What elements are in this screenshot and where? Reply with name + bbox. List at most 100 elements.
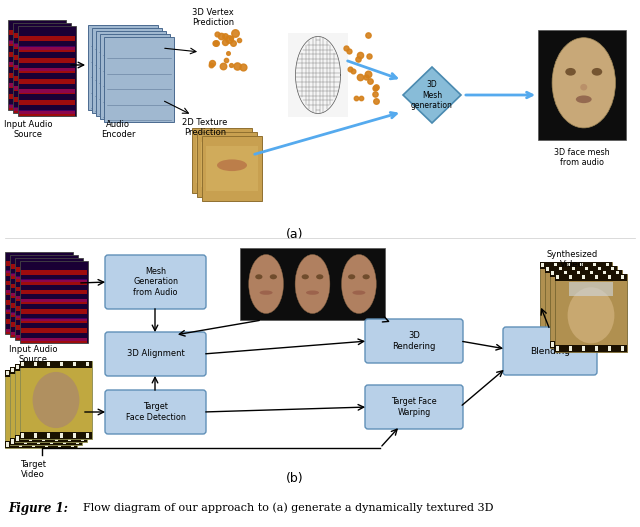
Bar — [42, 365, 45, 369]
Bar — [60, 362, 63, 366]
Bar — [546, 267, 549, 271]
Bar — [47, 362, 50, 366]
Bar — [16, 287, 82, 291]
Bar — [288, 33, 348, 117]
FancyBboxPatch shape — [503, 327, 597, 375]
Text: Blending: Blending — [530, 346, 570, 356]
Bar — [45, 442, 48, 447]
Bar — [16, 276, 82, 279]
Bar — [6, 281, 72, 285]
Ellipse shape — [348, 274, 355, 279]
Bar — [9, 62, 65, 67]
Bar — [20, 361, 92, 439]
Bar — [559, 267, 562, 271]
Ellipse shape — [255, 274, 262, 279]
FancyBboxPatch shape — [105, 332, 206, 376]
Ellipse shape — [301, 274, 309, 279]
Bar — [11, 284, 77, 288]
Bar — [202, 136, 262, 201]
Bar — [21, 338, 87, 343]
Ellipse shape — [306, 290, 319, 295]
Bar — [21, 338, 87, 341]
Bar — [11, 323, 77, 327]
Bar — [6, 290, 72, 295]
Bar — [5, 370, 77, 448]
Bar — [9, 73, 65, 78]
Text: Flow diagram of our approach to (a) generate a dynamically textured 3D: Flow diagram of our approach to (a) gene… — [76, 502, 493, 513]
Bar — [572, 267, 575, 271]
Bar — [550, 270, 622, 277]
Text: Synthesized
Video: Synthesized Video — [547, 250, 598, 269]
Text: (b): (b) — [286, 472, 304, 485]
Bar — [19, 79, 75, 84]
Bar — [14, 65, 70, 70]
Bar — [19, 57, 75, 63]
Bar — [11, 332, 77, 337]
Bar — [19, 90, 75, 94]
Bar — [9, 52, 65, 56]
Bar — [546, 338, 549, 343]
Ellipse shape — [269, 274, 277, 279]
Bar — [76, 440, 79, 444]
Bar — [14, 108, 70, 111]
Bar — [6, 309, 72, 313]
Bar — [554, 270, 598, 284]
Bar — [21, 328, 87, 333]
Bar — [81, 365, 84, 369]
Bar — [21, 318, 87, 321]
Bar — [5, 252, 73, 334]
Bar — [6, 329, 72, 332]
Bar — [582, 275, 585, 279]
Bar — [19, 371, 22, 375]
Bar — [6, 371, 9, 375]
Bar — [15, 364, 87, 442]
Text: 3D
Mesh
generation: 3D Mesh generation — [411, 80, 453, 110]
Bar — [11, 440, 14, 444]
Ellipse shape — [552, 275, 600, 331]
Bar — [545, 337, 617, 344]
Bar — [567, 263, 570, 268]
FancyBboxPatch shape — [105, 390, 206, 434]
Bar — [11, 292, 77, 296]
Bar — [16, 296, 82, 301]
Bar — [10, 367, 82, 374]
Bar — [16, 316, 82, 320]
Text: 3D face mesh
from audio: 3D face mesh from audio — [554, 148, 610, 168]
Bar — [14, 43, 70, 47]
Bar — [21, 309, 87, 314]
Bar — [20, 361, 92, 368]
Bar — [34, 362, 37, 366]
Bar — [6, 329, 72, 334]
Bar — [16, 277, 82, 281]
Bar — [86, 362, 90, 366]
Bar — [16, 325, 82, 330]
Bar — [68, 436, 72, 441]
Bar — [18, 26, 76, 116]
Bar — [51, 368, 53, 373]
Bar — [569, 275, 572, 279]
Bar — [21, 299, 87, 304]
Bar — [192, 128, 252, 193]
Bar — [14, 55, 70, 60]
Ellipse shape — [592, 68, 602, 76]
Bar — [9, 94, 65, 99]
Bar — [63, 368, 67, 373]
Bar — [9, 40, 65, 44]
Bar — [34, 433, 37, 438]
Bar — [585, 338, 588, 343]
Bar — [21, 299, 87, 302]
Bar — [58, 371, 61, 375]
Bar — [554, 334, 557, 339]
Bar — [96, 31, 166, 116]
Bar — [58, 442, 61, 447]
Bar — [551, 343, 554, 347]
Bar — [616, 343, 620, 347]
Bar — [16, 365, 19, 369]
Text: Input Audio
Source: Input Audio Source — [9, 345, 57, 364]
Bar — [32, 371, 35, 375]
Bar — [6, 300, 72, 305]
Bar — [16, 436, 19, 441]
Bar — [9, 104, 65, 108]
Bar — [74, 433, 76, 438]
Text: 2D Texture
Prediction: 2D Texture Prediction — [182, 118, 228, 138]
